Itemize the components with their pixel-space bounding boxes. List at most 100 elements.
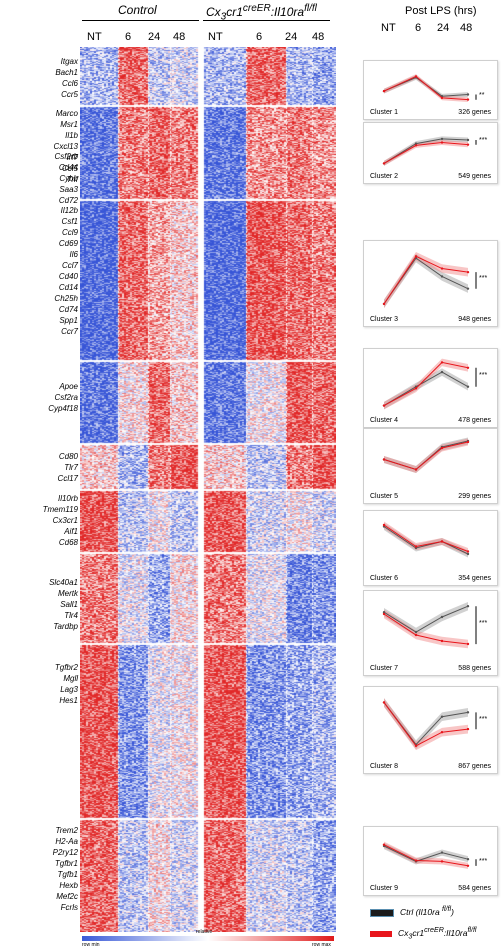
ctrl-line xyxy=(383,257,469,305)
significance-stars: *** xyxy=(479,137,488,145)
gene-label-cd44: Cd44 xyxy=(58,163,78,172)
col-nt-mutant: NT xyxy=(208,31,223,43)
gene-label-marco: Marco xyxy=(55,109,78,118)
cluster-plot-8 xyxy=(382,698,477,751)
ctrl-line-point xyxy=(440,370,444,374)
gene-label-tlr4: Tlr4 xyxy=(64,611,78,620)
gene-label-ccl17: Ccl17 xyxy=(57,474,78,483)
cluster-panel-9: Cluster 9 584 genes *** xyxy=(363,826,498,896)
gene-label-csf2rb: Csf2rb xyxy=(54,152,78,161)
gene-label-tgfbr2: Tgfbr2 xyxy=(54,663,78,672)
mut-line-point xyxy=(382,89,386,93)
mut-line-point xyxy=(414,387,418,390)
cluster-gene-count: 354 genes xyxy=(458,575,491,582)
mut-line xyxy=(383,142,469,164)
cluster-gene-count: 478 genes xyxy=(458,417,491,424)
legend-ctrl-swatch xyxy=(370,908,394,917)
ctrl-line-point xyxy=(440,137,444,141)
gene-label-ch25h: Ch25h xyxy=(54,294,78,303)
cluster-gene-count: 588 genes xyxy=(458,665,491,672)
mut-line-point xyxy=(414,633,418,637)
mut-line-point xyxy=(466,143,470,146)
gene-label-tardbp: Tardbp xyxy=(53,622,78,631)
ctrl-line xyxy=(383,371,469,407)
gene-label-ccl5: Ccl5 xyxy=(61,164,78,173)
cluster-label: Cluster 5 xyxy=(370,493,399,500)
mut-line-point xyxy=(414,255,418,258)
col-48-mutant: 48 xyxy=(312,31,325,43)
mut-line-point xyxy=(382,302,386,306)
gene-label-aif1: Aif1 xyxy=(64,527,78,536)
gene-label-p2ry12: P2ry12 xyxy=(52,848,78,857)
gene-label-h2-aa: H2-Aa xyxy=(55,837,78,846)
post-lps-label: Post LPS (hrs) xyxy=(405,5,477,17)
control-group-label: Control xyxy=(118,3,157,17)
gene-label-hes1: Hes1 xyxy=(59,696,78,705)
legend-mut: Cx3cr1creER:Il10rafl/fl xyxy=(370,926,476,941)
gene-label-tlr7: Tlr7 xyxy=(64,463,78,472)
cluster-plot-3 xyxy=(382,252,477,309)
cluster-panel-7: Cluster 7 588 genes *** xyxy=(363,590,498,676)
significance-stars: *** xyxy=(479,715,488,723)
cluster-plot-9 xyxy=(382,841,477,869)
mut-band xyxy=(384,698,468,751)
gene-label-ccl6: Ccl6 xyxy=(61,79,78,88)
gene-label-hexb: Hexb xyxy=(59,881,78,890)
ctrl-band xyxy=(384,136,468,166)
gene-label-cyp4f18: Cyp4f18 xyxy=(48,404,78,413)
gene-label-cd80: Cd80 xyxy=(58,452,78,461)
cluster-plot-5 xyxy=(382,437,470,473)
mini-col-nt: NT xyxy=(381,22,396,34)
mut-line xyxy=(383,255,469,305)
mut-line-point xyxy=(382,701,386,704)
mut-line-point xyxy=(466,642,470,646)
mut-line-point xyxy=(466,440,470,444)
mut-line-point xyxy=(440,639,444,643)
cluster-panel-6: Cluster 6 354 genes xyxy=(363,510,498,586)
mut-line-point xyxy=(440,731,444,734)
gene-label-ccr5: Ccr5 xyxy=(61,90,78,99)
gene-label-apoe: Apoe xyxy=(59,382,78,391)
gene-label-cd14: Cd14 xyxy=(58,283,78,292)
gene-label-tnf: Tnf xyxy=(66,175,78,184)
cluster-plot-6 xyxy=(382,521,470,558)
ctrl-line-point xyxy=(466,711,470,714)
gene-label-il6: Il6 xyxy=(69,250,78,259)
mut-line-point xyxy=(382,523,386,527)
mut-line-point xyxy=(440,96,444,100)
ctrl-line-point xyxy=(414,630,418,634)
gene-label-cd68: Cd68 xyxy=(58,538,78,547)
ctrl-line-point xyxy=(414,142,418,145)
cluster-label: Cluster 9 xyxy=(370,885,399,892)
gene-label-spp1: Spp1 xyxy=(59,316,78,325)
gene-label-itgax: Itgax xyxy=(60,57,78,66)
gene-label-cx3cr1: Cx3cr1 xyxy=(52,516,78,525)
ctrl-line-point xyxy=(440,275,444,278)
colorbar-mid-label: relative xyxy=(196,929,213,935)
ctrl-line-point xyxy=(466,93,470,96)
mut-line-point xyxy=(466,98,470,101)
gene-label-il1b: Il1b xyxy=(65,131,78,140)
cluster-plot-2 xyxy=(382,136,477,166)
gene-label-bach1: Bach1 xyxy=(55,68,78,77)
mut-line xyxy=(383,844,469,867)
significance-stars: *** xyxy=(479,620,488,628)
mut-line-point xyxy=(466,366,470,369)
gene-label-cd74: Cd74 xyxy=(58,305,78,314)
col-nt-control: NT xyxy=(87,31,102,43)
expression-heatmap xyxy=(80,47,336,932)
cluster-gene-count: 948 genes xyxy=(458,316,491,323)
gene-label-cd69: Cd69 xyxy=(58,239,78,248)
cluster-label: Cluster 8 xyxy=(370,763,399,770)
mut-line-point xyxy=(440,141,444,144)
ctrl-line-point xyxy=(466,605,470,608)
ctrl-line-point xyxy=(440,851,444,854)
color-bar xyxy=(82,936,334,941)
gene-label-irf7: Irf7 xyxy=(66,153,78,162)
ctrl-band xyxy=(384,842,468,865)
gene-label-saa3: Saa3 xyxy=(59,185,78,194)
significance-stars: ** xyxy=(479,92,485,100)
gene-label-ccl9: Ccl9 xyxy=(61,228,78,237)
mut-line-point xyxy=(382,404,386,407)
cluster-panel-2: Cluster 2 549 genes *** xyxy=(363,122,498,184)
